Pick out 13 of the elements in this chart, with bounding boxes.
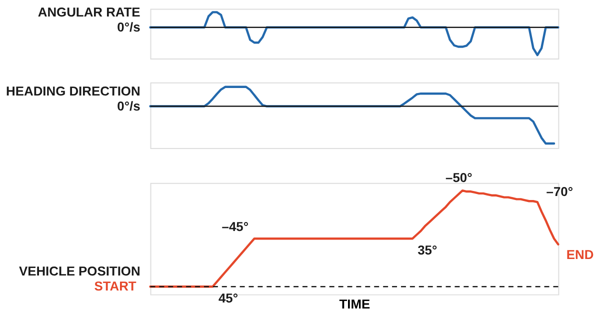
text: 45° (218, 290, 238, 306)
ref-line-label: 0°/s (117, 98, 140, 114)
annotation: –45° (222, 218, 249, 234)
text: –50° (446, 170, 472, 186)
annotation: 35° (418, 242, 438, 258)
y-axis-title: ANGULAR RATE (38, 4, 141, 20)
ref-line-label: 0°/s (117, 19, 140, 34)
text: END (566, 246, 594, 262)
x-axis-title: TIME (339, 296, 371, 312)
annotation: –70° (546, 184, 574, 200)
y-axis-title: HEADING DIRECTION (6, 83, 140, 98)
text: START (94, 278, 136, 294)
y-axis-title: VEHICLE POSITION (18, 264, 140, 279)
